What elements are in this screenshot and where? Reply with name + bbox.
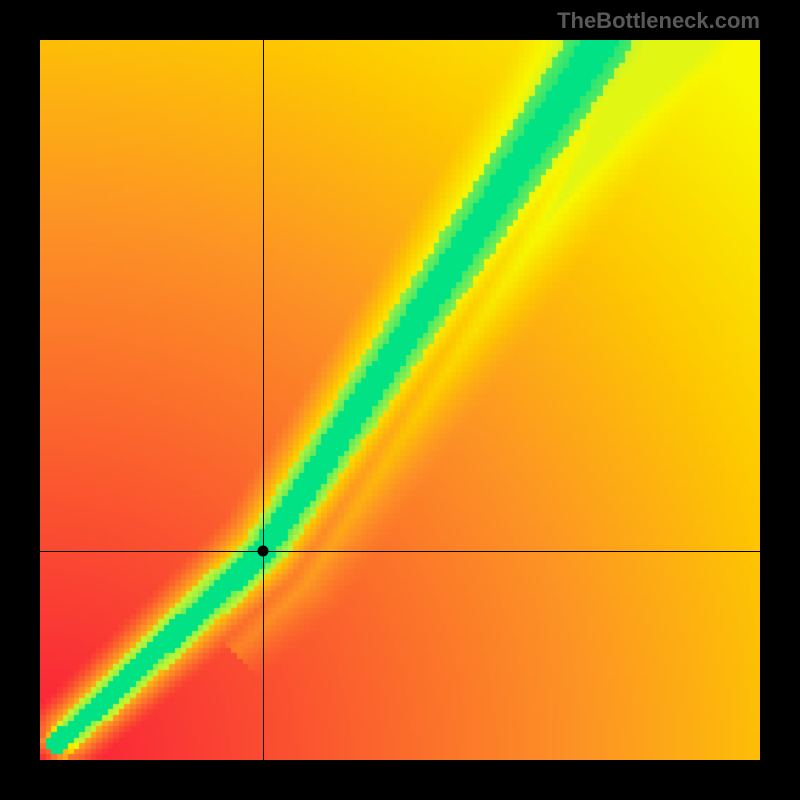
heatmap-canvas (40, 40, 760, 760)
crosshair-vertical (263, 40, 264, 760)
chart-container: TheBottleneck.com (0, 0, 800, 800)
marker-dot (258, 546, 269, 557)
crosshair-horizontal (40, 551, 760, 552)
watermark-text: TheBottleneck.com (557, 8, 760, 34)
